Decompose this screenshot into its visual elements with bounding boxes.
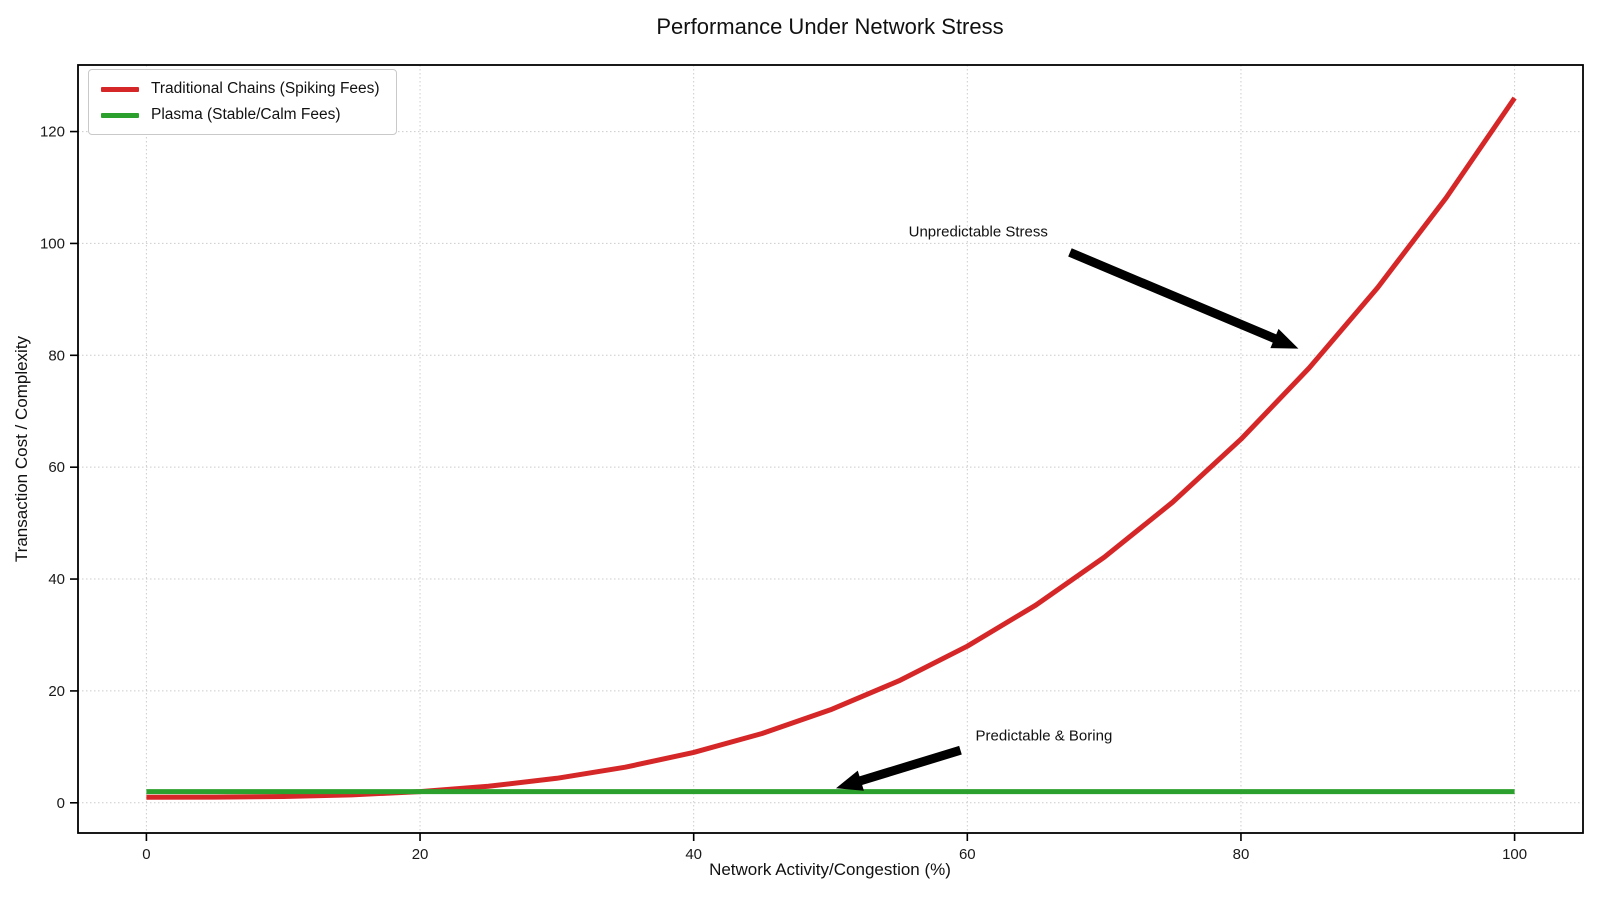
x-tick-label: 40 xyxy=(685,846,702,863)
x-tick-label: 100 xyxy=(1502,846,1527,863)
x-axis-label: Network Activity/Congestion (%) xyxy=(709,860,951,879)
annotation-predictable-boring: Predictable & Boring xyxy=(975,727,1113,745)
chart-title: Performance Under Network Stress xyxy=(656,14,1004,39)
axes-frame xyxy=(77,64,1584,834)
y-tick-label: 80 xyxy=(48,347,65,364)
y-tick-label: 60 xyxy=(48,459,65,476)
legend-line-green xyxy=(101,112,139,118)
annotation-arrow-shaft-0 xyxy=(1068,248,1284,346)
x-tick-label: 0 xyxy=(142,846,150,863)
legend-entry-plasma: Plasma (Stable/Calm Fees) xyxy=(101,105,380,125)
y-tick-label: 20 xyxy=(48,683,65,700)
y-axis-label: Transaction Cost / Complexity xyxy=(12,335,31,563)
series-line-0 xyxy=(146,96,1517,800)
y-tick-label: 120 xyxy=(40,124,65,141)
annotation-arrow-shaft-1 xyxy=(852,745,962,788)
annotation-unpredictable-stress: Unpredictable Stress xyxy=(908,223,1048,241)
annotation-arrow-head-0 xyxy=(1270,328,1299,349)
y-tick-label: 100 xyxy=(40,235,65,252)
legend-line-red xyxy=(101,86,139,92)
x-tick-label: 60 xyxy=(959,846,976,863)
x-tick-label: 20 xyxy=(412,846,429,863)
y-tick-label: 40 xyxy=(48,571,65,588)
legend-label: Plasma (Stable/Calm Fees) xyxy=(151,106,341,123)
x-tick-label: 80 xyxy=(1233,846,1250,863)
y-tick-label: 0 xyxy=(57,795,65,812)
legend: Traditional Chains (Spiking Fees) Plasma… xyxy=(88,69,397,135)
legend-entry-traditional: Traditional Chains (Spiking Fees) xyxy=(101,79,380,99)
annotation-arrow-head-1 xyxy=(835,770,864,791)
legend-label: Traditional Chains (Spiking Fees) xyxy=(151,80,380,97)
